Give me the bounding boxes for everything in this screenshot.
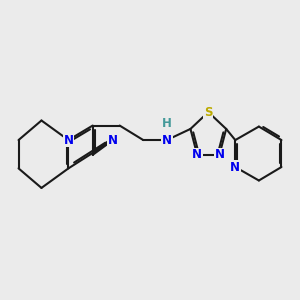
Text: S: S xyxy=(204,106,213,118)
Text: N: N xyxy=(162,134,172,147)
Text: N: N xyxy=(230,160,240,173)
Text: H: H xyxy=(162,117,172,130)
Text: N: N xyxy=(108,134,118,147)
Text: N: N xyxy=(192,148,202,161)
Text: N: N xyxy=(63,134,74,147)
Text: N: N xyxy=(214,148,224,161)
